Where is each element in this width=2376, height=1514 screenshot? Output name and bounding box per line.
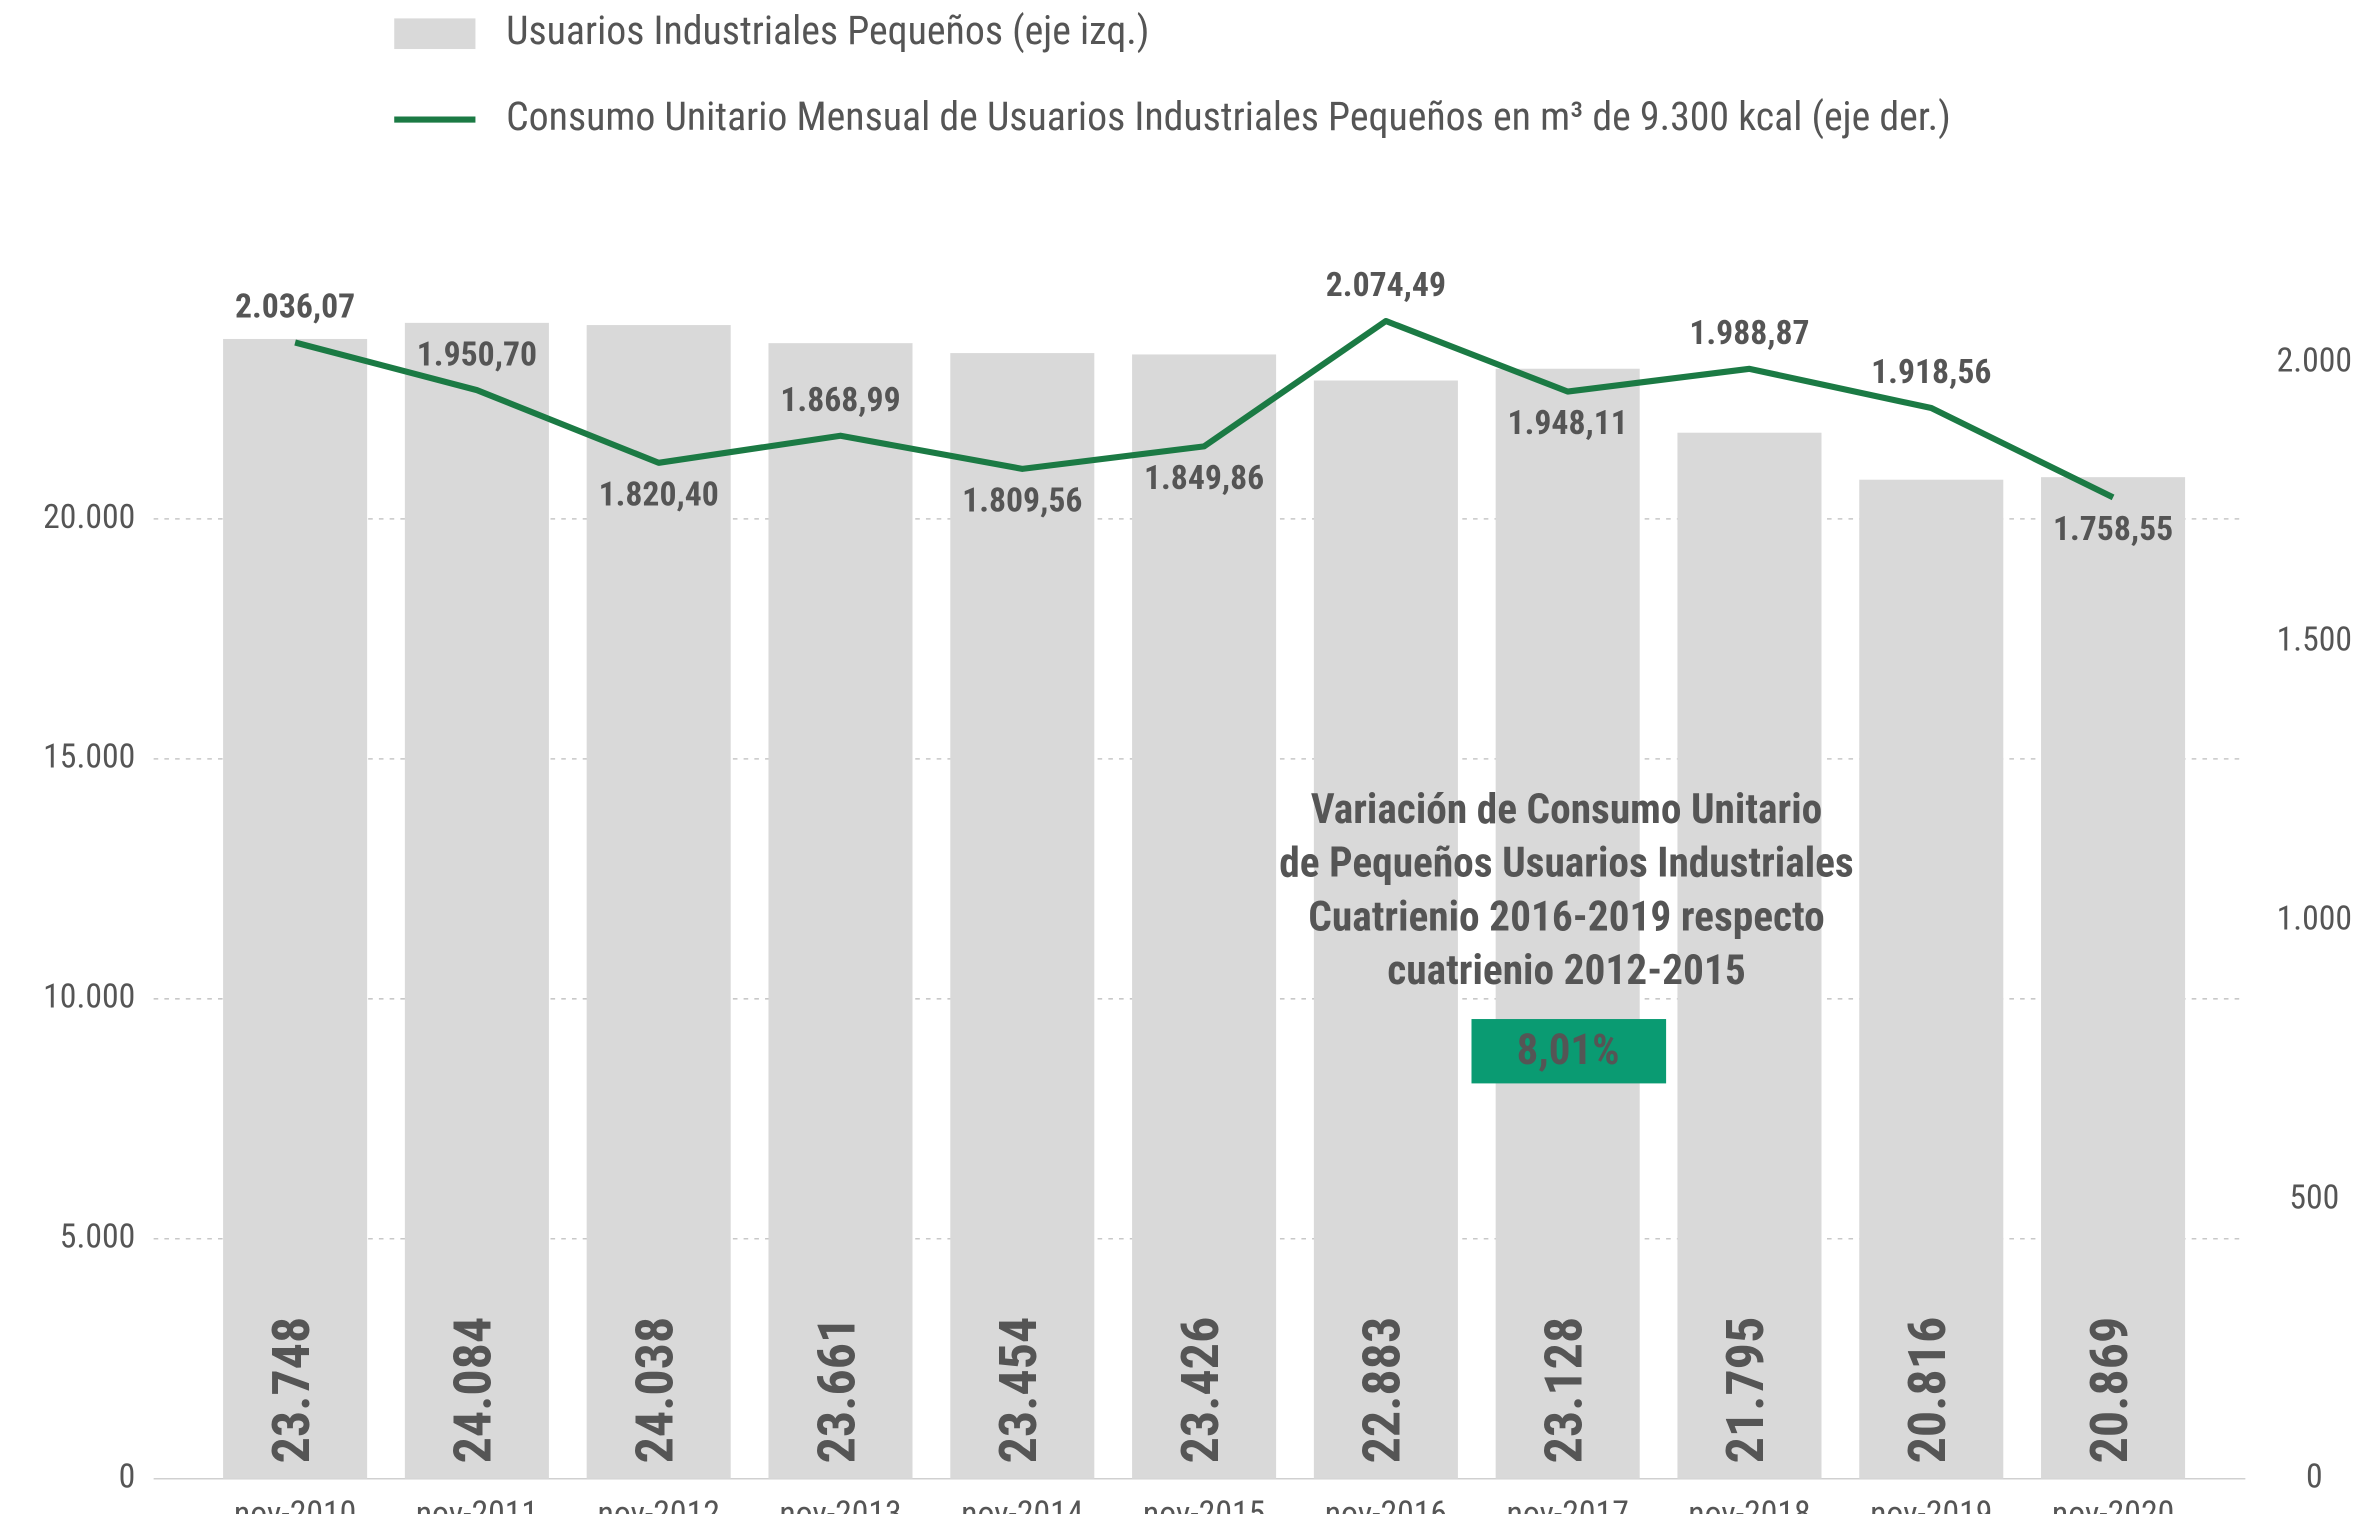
line-value-label: 1.868,99 [780,381,900,420]
bar [1859,479,2004,1479]
bar-value-label: 20.816 [1897,1317,1958,1464]
x-tick-label: nov-2015 [1143,1494,1265,1514]
x-tick-label: nov-2020 [2052,1494,2174,1514]
bar [1495,368,1640,1479]
y-tick-label: 10.000 [43,978,135,1017]
line-value-label: 1.950,70 [417,335,537,374]
annotation-text: de Pequeños Usuarios Industriales [1279,840,1853,888]
legend-label: Usuarios Industriales Pequeños (eje izq.… [506,7,1149,54]
bar [1313,380,1458,1479]
x-tick-label: nov-2011 [416,1494,538,1514]
line-value-label: 1.849,86 [1144,459,1264,498]
annotation-highlight: 8,01% [1517,1025,1620,1075]
bar-value-label: 23.426 [1170,1317,1231,1464]
line-value-label: 1.758,55 [2053,510,2173,549]
line-value-label: 1.820,40 [599,475,719,514]
bar [223,338,368,1479]
y-tick-label: 15.000 [43,738,135,777]
line [294,317,2115,501]
line-value-label: 2.074,49 [1326,266,1446,305]
x-tick-label: nov-2014 [961,1494,1083,1514]
y2-tick-label: 500 [2289,1179,2339,1218]
x-tick-label: nov-2010 [234,1494,356,1514]
bar-value-label: 24.084 [443,1317,504,1464]
x-tick-label: nov-2018 [1688,1494,1810,1514]
y-tick-label: 20.000 [43,498,135,537]
bar-value-label: 23.748 [261,1317,322,1464]
annotation-text: Variación de Consumo Unitario [1311,786,1822,834]
y2-tick-label: 0 [2306,1458,2323,1497]
bar [404,322,549,1479]
line-value-label: 1.988,87 [1689,314,1809,353]
x-tick-label: nov-2012 [598,1494,720,1514]
line-value-label: 1.948,11 [1508,404,1628,443]
y2-tick-label: 2.000 [2277,342,2352,381]
bar-value-label: 20.869 [2079,1317,2140,1464]
bar [2041,477,2186,1479]
bar [950,353,1095,1479]
legend-label: Consumo Unitario Mensual de Usuarios Ind… [506,93,1951,140]
legend-swatch [394,18,476,50]
x-tick-label: nov-2016 [1325,1494,1447,1514]
annotation-box [1471,1019,1667,1084]
bar-value-label: 23.454 [988,1317,1049,1464]
y-tick-label: 5.000 [60,1218,135,1257]
x-tick-label: nov-2013 [779,1494,901,1514]
bar [1132,354,1277,1479]
x-tick-label: nov-2017 [1507,1494,1629,1514]
bar-value-label: 23.661 [806,1317,867,1464]
line-value-label: 1.918,56 [1871,353,1991,392]
y-tick-label: 0 [119,1458,136,1497]
y2-tick-label: 1.000 [2277,900,2352,939]
annotation-text: Cuatrienio 2016-2019 respecto [1308,893,1824,941]
bar-value-label: 24.038 [624,1317,685,1464]
bar-value-label: 23.128 [1533,1317,1594,1464]
bar [586,325,731,1479]
annotation-text: cuatrienio 2012-2015 [1387,947,1745,995]
bar [1677,432,1822,1479]
bar [768,343,913,1479]
y2-tick-label: 1.500 [2277,621,2352,660]
bar-value-label: 21.795 [1715,1317,1776,1464]
bar-value-label: 22.883 [1352,1317,1413,1464]
line-value-label: 2.036,07 [235,288,355,327]
line-value-label: 1.809,56 [962,482,1082,521]
x-tick-label: nov-2019 [1870,1494,1992,1514]
